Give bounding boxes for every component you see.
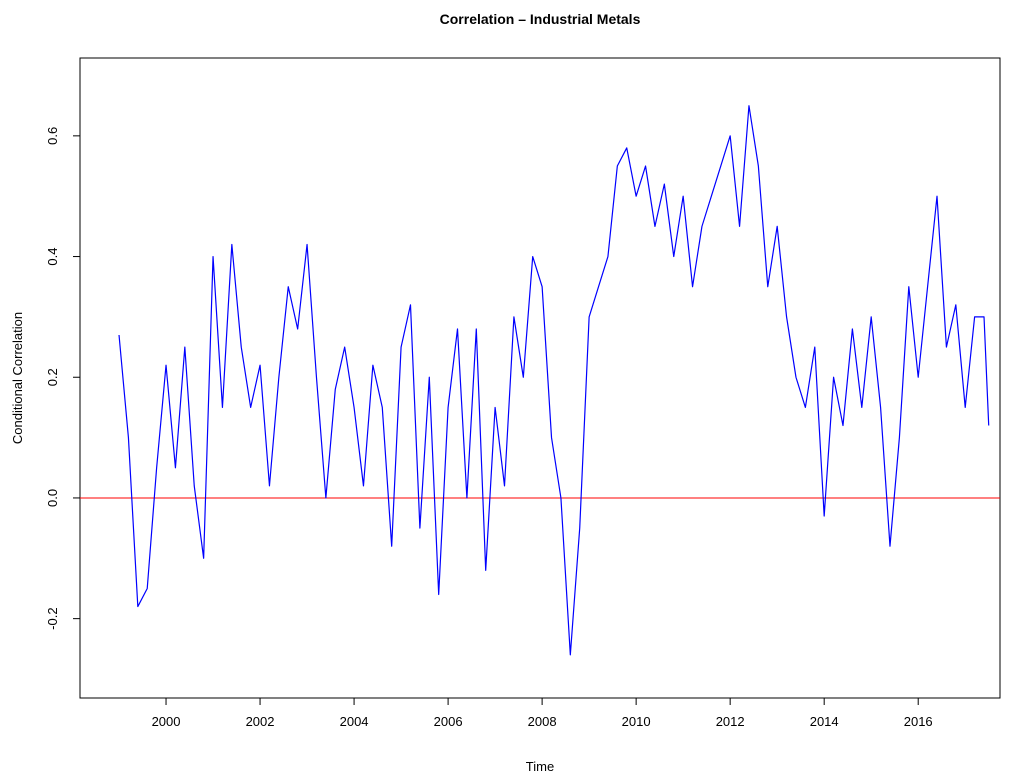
x-tick-label: 2014 xyxy=(810,714,839,729)
y-tick-label: 0.4 xyxy=(45,248,60,266)
x-tick-label: 2006 xyxy=(434,714,463,729)
x-tick-label: 2002 xyxy=(246,714,275,729)
x-tick-label: 2012 xyxy=(716,714,745,729)
x-tick-label: 2010 xyxy=(622,714,651,729)
x-axis-label: Time xyxy=(526,759,554,774)
x-tick-label: 2000 xyxy=(152,714,181,729)
x-tick-label: 2016 xyxy=(904,714,933,729)
y-tick-label: 0.0 xyxy=(45,489,60,507)
y-tick-label: -0.2 xyxy=(45,607,60,629)
chart-title: Correlation – Industrial Metals xyxy=(440,11,641,27)
data-line xyxy=(118,105,990,656)
x-tick-label: 2004 xyxy=(340,714,369,729)
y-tick-label: 0.6 xyxy=(45,127,60,145)
x-tick-label: 2008 xyxy=(528,714,557,729)
y-tick-label: 0.2 xyxy=(45,368,60,386)
y-axis-label: Conditional Correlation xyxy=(10,312,25,444)
plot-frame xyxy=(79,57,1001,699)
